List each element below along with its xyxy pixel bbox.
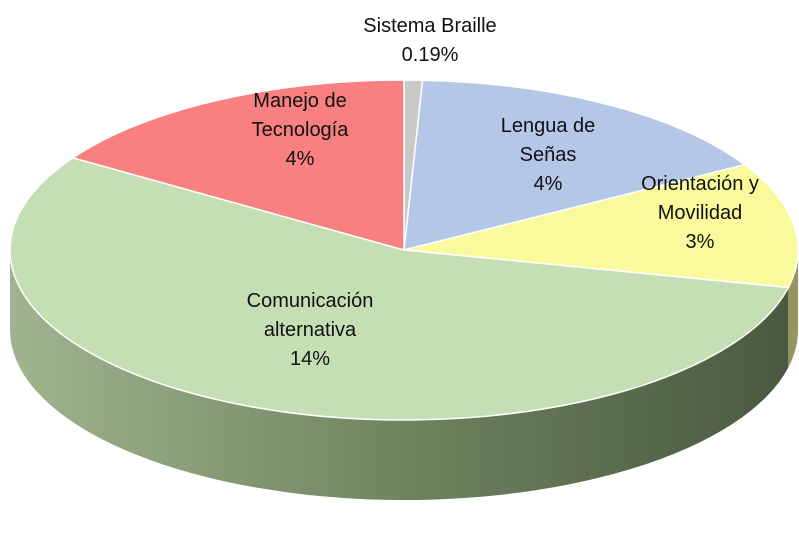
category-label: Lengua de Señas bbox=[500, 115, 596, 166]
slice-side bbox=[10, 250, 789, 500]
data-label: Manejo de Tecnología 4% bbox=[238, 87, 363, 174]
value-label: 14% bbox=[289, 348, 331, 370]
slice bbox=[403, 163, 799, 289]
slice-side bbox=[788, 250, 798, 368]
category-label: Manejo de Tecnología bbox=[251, 90, 349, 141]
value-label: 4% bbox=[285, 148, 315, 170]
category-label: Orientación y Movilidad bbox=[641, 173, 759, 224]
data-label: Comunicación alternativa 14% bbox=[230, 287, 390, 374]
value-label: 3% bbox=[685, 231, 715, 253]
data-label: Sistema Braille 0.19% bbox=[330, 12, 530, 70]
data-label: Lengua de Señas 4% bbox=[483, 112, 613, 199]
category-label: Comunicación alternativa bbox=[246, 290, 374, 341]
slice bbox=[403, 79, 747, 251]
data-label: Orientación y Movilidad 3% bbox=[620, 170, 780, 257]
slice bbox=[9, 157, 790, 421]
value-label: 0.19% bbox=[401, 44, 459, 66]
category-label: Sistema Braille bbox=[363, 15, 497, 37]
slice bbox=[71, 79, 405, 251]
value-label: 4% bbox=[533, 173, 563, 195]
